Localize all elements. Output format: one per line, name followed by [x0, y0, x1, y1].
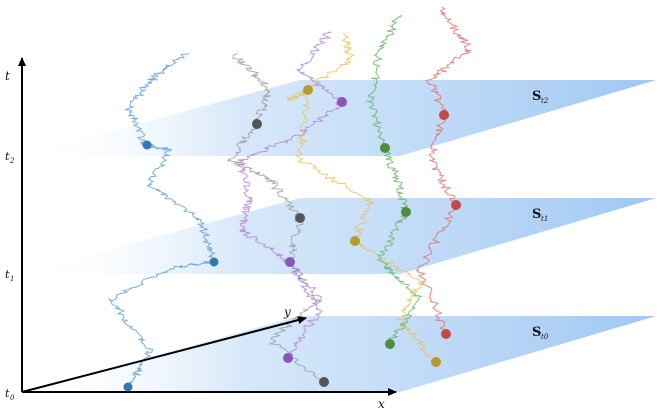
svg-text:S: S — [532, 325, 541, 340]
particle-dot-5-t2 — [380, 143, 390, 153]
svg-text:1: 1 — [10, 275, 14, 283]
y-axis-label: y — [283, 305, 291, 319]
random-walk-path-6 — [415, 6, 472, 334]
particle-dot-3-t0 — [283, 353, 293, 363]
t-tick-t2: t 2 — [5, 150, 15, 165]
particle-dot-6-t2 — [439, 110, 449, 120]
x-axis-label: x — [378, 397, 385, 411]
svg-text:t: t — [5, 150, 10, 163]
svg-text:2: 2 — [9, 157, 15, 165]
slice-label-t1: S t1 — [532, 207, 548, 223]
particle-dot-2-t0 — [319, 377, 329, 387]
svg-text:0: 0 — [10, 394, 15, 402]
slice-label-t0: S t0 — [532, 325, 549, 341]
random-walk-path-5 — [366, 14, 423, 345]
particle-dot-5-t1 — [401, 207, 411, 217]
particle-dot-4-t2 — [303, 85, 313, 95]
t-tick-t1: t 1 — [5, 268, 14, 283]
svg-text:t: t — [5, 387, 10, 400]
plane-t2 — [20, 80, 656, 156]
plane-t0 — [20, 316, 656, 392]
particle-dot-5-t0 — [385, 339, 395, 349]
random-walk-path-3 — [235, 31, 346, 358]
plane-t1 — [20, 198, 656, 274]
random-walk-paths — [107, 6, 472, 389]
particle-dot-4-t1 — [350, 236, 360, 246]
particle-dot-1-t2 — [142, 140, 152, 150]
particle-dot-3-t1 — [285, 257, 295, 267]
particle-dot-6-t1 — [451, 200, 461, 210]
particle-dot-4-t0 — [431, 357, 441, 367]
svg-text:S: S — [532, 207, 541, 222]
particle-dot-6-t0 — [441, 329, 451, 339]
particle-dot-2-t1 — [295, 213, 305, 223]
particle-dot-2-t2 — [252, 119, 262, 129]
particle-dots — [123, 85, 461, 392]
particle-dot-1-t0 — [123, 382, 133, 392]
svg-text:t1: t1 — [541, 215, 548, 223]
time-slice-planes — [20, 80, 656, 392]
random-walk-path-1 — [107, 53, 219, 389]
svg-text:t0: t0 — [541, 333, 549, 341]
random-walk-path-2 — [226, 53, 328, 382]
svg-text:t: t — [5, 268, 10, 281]
t-tick-t0: t 0 — [5, 387, 15, 402]
axes — [18, 57, 397, 396]
slice-label-t2: S t2 — [532, 89, 549, 105]
particle-dot-1-t1 — [209, 257, 219, 267]
y-axis — [21, 316, 307, 393]
svg-text:t2: t2 — [541, 97, 549, 105]
random-walk-path-4 — [286, 32, 441, 364]
t-axis-label: t — [5, 69, 10, 83]
svg-text:S: S — [532, 89, 541, 104]
particle-dot-3-t2 — [337, 97, 347, 107]
